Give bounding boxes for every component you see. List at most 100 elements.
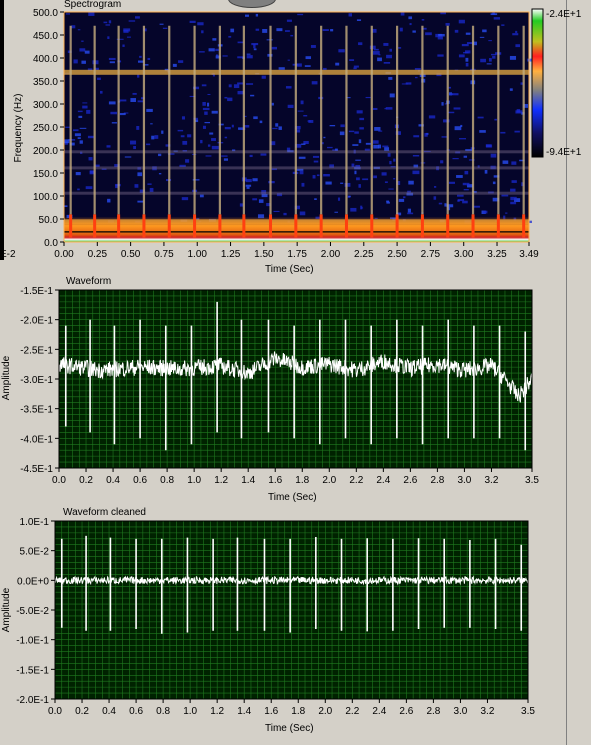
spectrogram-noise [460,124,463,127]
spectrogram-noise [64,139,70,144]
x-tick-label: 1.25 [221,249,241,260]
spectrogram-noise [178,60,184,63]
spectrogram-noise [353,149,356,154]
spectrogram-noise [271,168,277,171]
spectrogram-noise [463,188,469,191]
spectrogram-noise [373,166,380,169]
spectrogram-noise [436,166,439,171]
spectrogram-noise [444,103,448,105]
colorbar-max-label: -2.4E+1 [546,9,582,20]
spectrogram-noise [413,164,419,168]
spectrogram-noise [490,153,497,158]
spectrogram-noise [137,100,144,103]
spectrogram-noise [201,30,204,34]
spectrogram-noise [103,21,108,24]
spectrogram-noise [327,146,333,149]
spectrogram-noise [208,48,215,52]
spectrogram-noise [484,170,488,174]
vertical-scrollbar[interactable] [566,0,591,745]
spectrogram-noise [354,170,357,175]
x-tick-label: 3.00 [454,249,474,260]
y-tick-label: 300.0 [33,100,58,111]
spectrogram-noise [350,207,357,212]
spectrogram-noise [276,193,283,197]
spectrogram-noise [304,65,311,67]
spectrogram-noise [511,161,517,165]
spectrogram-noise [88,157,93,161]
spectrogram-noise [182,140,188,145]
spectrogram-noise [378,54,381,56]
x-tick-label: 0.6 [129,706,143,717]
spectrogram-noise [464,170,469,175]
spectrogram-noise [64,205,68,207]
spectrogram-noise [253,48,257,51]
spectrogram-noise [408,180,414,185]
spectrogram-noise [510,201,517,205]
x-tick-label: 0.6 [133,475,147,486]
y-tick-label: -3.0E-1 [20,375,53,386]
x-tick-label: 3.5 [521,706,535,717]
spectrogram-noise [372,51,380,55]
spectrogram-noise [218,123,224,126]
spectrogram-noise [224,136,228,139]
signal-trace [58,351,533,403]
spectrogram-noise [237,82,244,85]
spectrogram-noise [150,123,153,125]
spectrogram-noise [356,19,362,21]
spectrogram-noise [134,184,139,188]
spectrogram-noise [255,28,260,31]
spectrogram-noise [147,183,152,185]
spectrogram-noise [211,110,218,114]
x-tick-label: 0.50 [121,249,141,260]
spectrogram-noise [261,190,267,194]
spectrogram-noise [491,53,497,56]
spectrogram-noise [221,155,228,157]
spectrogram-noise [523,103,528,108]
spectrogram-noise [466,42,473,45]
spectrogram-noise [159,23,164,25]
x-tick-label: 1.2 [214,475,228,486]
spectrogram-noise [383,61,391,64]
spectrogram-noise [149,187,154,192]
spectrogram-noise [353,65,359,68]
spectrogram-noise [437,54,444,57]
spectrogram-noise [245,184,252,187]
spectrogram-noise [358,42,363,46]
spectrogram-noise [492,197,500,202]
signal-trace [54,575,529,586]
spectrogram-noise [393,178,396,180]
spectrogram-noise [477,165,480,168]
spectrogram-noise [472,41,478,46]
spectrogram-noise [390,166,396,168]
spectrogram-noise [346,97,351,99]
spectrogram-noise [197,22,204,26]
spectrogram-noise [224,126,231,130]
x-tick-label: 0.75 [154,249,174,260]
waveform-plot: -1.5E-1 -2.0E-1 -2.5E-1 -3.0E-1 -3.5E-1 -4.0E… [20,286,539,486]
spectrogram-noise [307,120,311,122]
spectrogram-noise [65,126,70,128]
spectrogram-noise [490,13,498,16]
spectrogram-noise [107,198,111,203]
stray-axis-label: E-2 [0,249,16,260]
spectrogram-noise [321,142,324,145]
x-tick-label: 2.8 [430,475,444,486]
spectrogram-noise [126,36,131,38]
spectrogram-noise [448,181,455,184]
spectrogram-noise [158,172,162,175]
spectrogram-noise [322,29,329,32]
spectrogram-noise [124,156,132,158]
spectrogram-noise [68,139,76,141]
spectrogram-noise [456,175,463,178]
spectrogram-noise [459,138,467,140]
spectrogram-noise [273,210,280,213]
spectrogram-noise [215,48,219,51]
x-tick-label: 2.6 [403,475,417,486]
spectrogram-noise [134,16,140,19]
spectrogram-noise [314,198,317,201]
y-tick-label: -2.0E-1 [16,695,49,706]
spectrogram-noise [87,68,93,71]
spectrogram-noise [389,93,395,98]
x-tick-label: 0.0 [52,475,66,486]
spectrogram-noise [340,124,345,128]
